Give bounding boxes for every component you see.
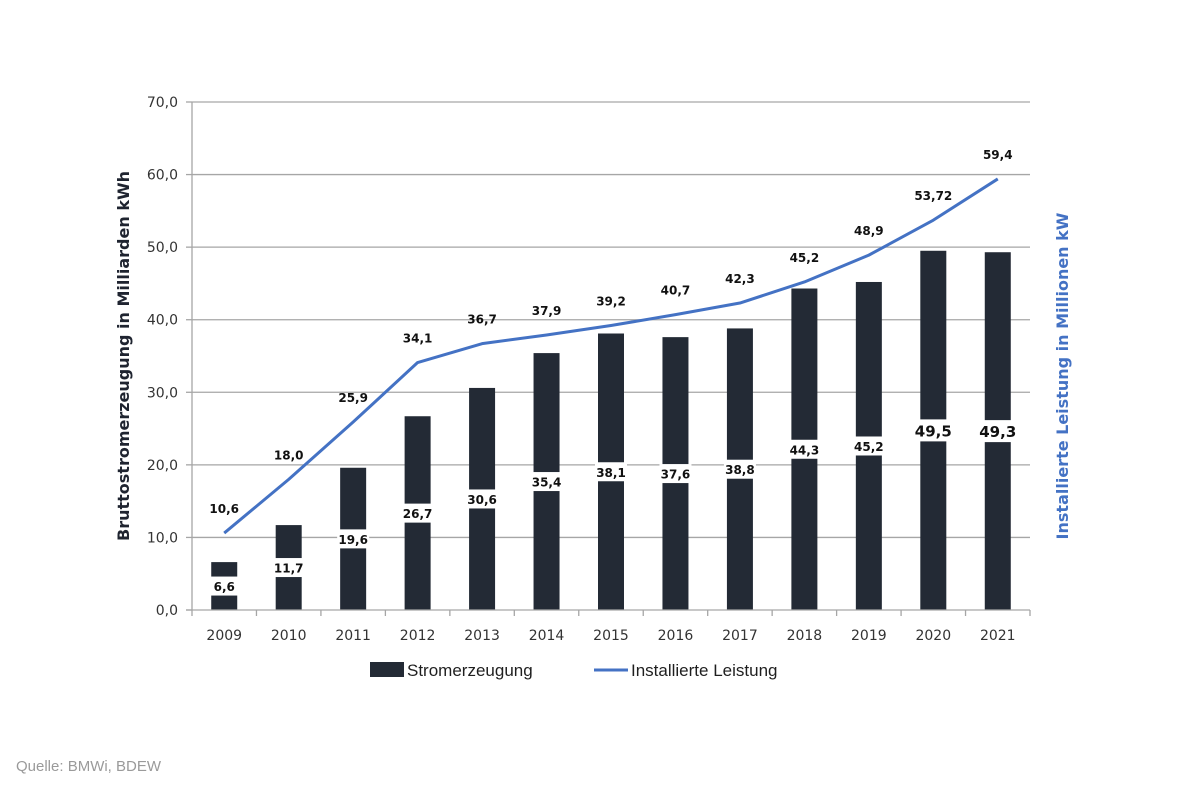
bar-data-label: 37,6 — [661, 468, 691, 482]
line-data-label: 39,2 — [596, 295, 626, 309]
bar-data-label: 30,6 — [467, 493, 497, 507]
bar-data-label: 49,3 — [979, 423, 1016, 441]
bar-label-background — [530, 472, 563, 492]
bar-label-background — [272, 558, 305, 578]
y-axis-label-left: Bruttostromerzeugung in Milliarden kWh — [114, 171, 133, 541]
x-tick-label: 2018 — [787, 628, 823, 644]
y-tick-label: 0,0 — [156, 603, 178, 619]
source-note: Quelle: BMWi, BDEW — [16, 758, 162, 775]
y-tick-label: 60,0 — [147, 168, 178, 184]
line-data-label: 37,9 — [532, 304, 562, 318]
bar-data-label: 11,7 — [274, 562, 304, 576]
x-tick-label: 2019 — [851, 628, 887, 644]
bar-data-label: 19,6 — [338, 533, 368, 547]
bar-label-background — [595, 462, 627, 482]
bar-data-label: 45,2 — [854, 440, 884, 454]
bar-data-label: 35,4 — [532, 476, 562, 490]
line-data-label: 18,0 — [274, 448, 304, 462]
line-data-label: 42,3 — [725, 272, 755, 286]
y-tick-label: 50,0 — [147, 240, 178, 256]
x-tick-label: 2013 — [464, 628, 500, 644]
bar-data-label: 49,5 — [915, 422, 952, 440]
line-data-label: 53,72 — [914, 189, 952, 203]
x-tick-label: 2011 — [335, 628, 371, 644]
y-tick-label: 30,0 — [147, 385, 178, 401]
bar-label-background — [852, 436, 885, 456]
bar-label-background — [723, 459, 756, 479]
bar-data-label: 26,7 — [403, 507, 433, 521]
bar-label-background — [788, 439, 821, 459]
bar-label-background — [337, 529, 370, 549]
line-data-label: 34,1 — [403, 332, 433, 346]
x-tick-labels: 2009 2010 2011 2012 2013 2014 2015 2016 2017 2018… — [206, 628, 1015, 644]
x-tick-label: 2016 — [658, 628, 694, 644]
x-tick-label: 2020 — [915, 628, 951, 644]
line-data-label: 48,9 — [854, 224, 884, 238]
bar-data-label: 44,3 — [790, 443, 820, 457]
legend-label-installierte-leistung: Installierte Leistung — [631, 661, 777, 680]
line-data-label: 45,2 — [790, 251, 820, 265]
x-tick-label: 2015 — [593, 628, 629, 644]
x-tick-label: 2010 — [271, 628, 307, 644]
bar-label-background — [981, 420, 1014, 443]
bar-label-background — [917, 419, 950, 442]
x-tick-label: 2017 — [722, 628, 758, 644]
x-tick-label: 2021 — [980, 628, 1016, 644]
line-data-label: 10,6 — [209, 502, 239, 516]
bar-data-label: 6,6 — [214, 580, 235, 594]
bar-data-label: 38,1 — [596, 466, 626, 480]
bar-data-label: 38,8 — [725, 463, 755, 477]
line-data-label: 25,9 — [338, 391, 368, 405]
bar-label-background — [466, 489, 499, 509]
axes — [186, 102, 1031, 616]
bar-label-background — [401, 503, 434, 523]
bar-series-stromerzeugung: 6,6 11,7 19,6 26,7 30,6 35,4 38,1 37,6 38,8 44,3 4… — [208, 250, 1016, 611]
y-tick-label: 40,0 — [147, 313, 178, 329]
line-data-labels: 10,6 18,0 25,9 34,1 36,7 37,9 39,2 40,7 42,3 45,2… — [209, 148, 1013, 534]
bar-label-background — [659, 464, 692, 484]
y-tick-label: 20,0 — [147, 458, 178, 474]
legend-swatch-stromerzeugung — [370, 662, 404, 677]
x-tick-label: 2012 — [400, 628, 436, 644]
y-tick-labels: 0,0 10,0 20,0 30,0 40,0 50,0 60,0 70,0 — [147, 95, 178, 619]
legend: Stromerzeugung Installierte Leistung — [370, 661, 777, 680]
x-tick-label: 2014 — [529, 628, 565, 644]
line-data-label: 40,7 — [661, 284, 691, 298]
y-axis-label-right: Installierte Leistung in Millionen kW — [1053, 212, 1072, 539]
bar-label-background — [208, 576, 241, 596]
line-data-label: 59,4 — [983, 148, 1013, 162]
y-tick-label: 70,0 — [147, 95, 178, 111]
legend-label-stromerzeugung: Stromerzeugung — [407, 661, 533, 680]
line-data-label: 36,7 — [467, 313, 497, 327]
y-tick-label: 10,0 — [147, 530, 178, 546]
x-tick-label: 2009 — [206, 628, 242, 644]
